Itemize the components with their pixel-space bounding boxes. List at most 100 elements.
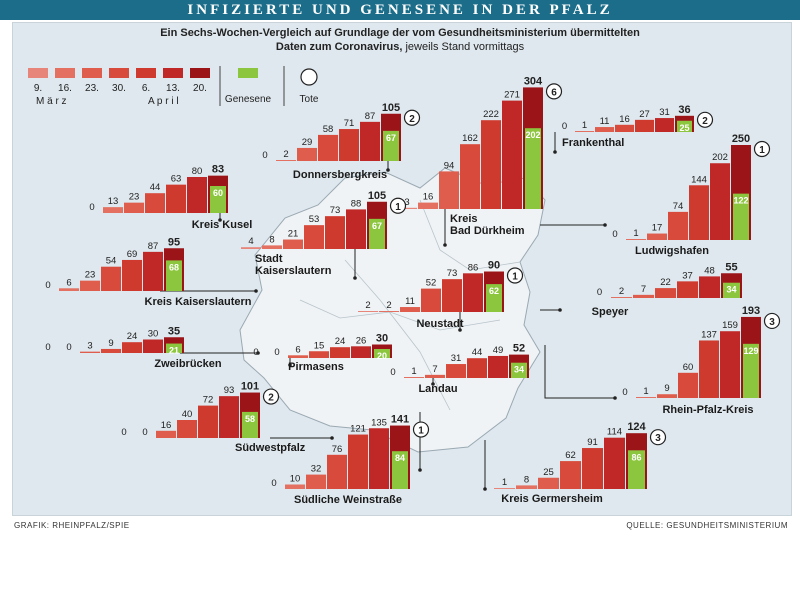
bar-infected bbox=[330, 347, 350, 358]
subtitle-rest: jeweils Stand vormittags bbox=[405, 41, 525, 53]
bar-value-label: 11 bbox=[405, 296, 415, 307]
bar-value-label: 52 bbox=[426, 278, 437, 289]
legend-month-march: M ä r z bbox=[36, 96, 67, 107]
bar-infected bbox=[309, 351, 329, 358]
legend-date-label: 30. bbox=[112, 83, 126, 94]
bar-value-label: 27 bbox=[639, 109, 650, 120]
bar-value-label: 22 bbox=[660, 277, 671, 288]
bar-value-label: 31 bbox=[451, 353, 462, 364]
bar-infected bbox=[668, 211, 688, 240]
bar-value-label: 74 bbox=[673, 201, 684, 212]
bar-infected bbox=[647, 233, 667, 240]
bar-value-label: 105 bbox=[382, 102, 400, 114]
district-name-label: Rhein-Pfalz-Kreis bbox=[662, 404, 753, 416]
bar-value-label: 86 bbox=[468, 262, 479, 273]
legend-deaths-circle bbox=[300, 68, 318, 86]
bar-infected bbox=[677, 281, 698, 298]
bar-value-label: 90 bbox=[488, 260, 500, 272]
recovered-value-label: 34 bbox=[726, 285, 736, 295]
bar-infected bbox=[143, 251, 163, 291]
bar-value-label: 83 bbox=[212, 164, 224, 176]
bar-value-label: 44 bbox=[150, 182, 161, 193]
bar-infected bbox=[156, 430, 176, 438]
bar-value-label: 0 bbox=[66, 342, 71, 353]
bar-value-label: 0 bbox=[89, 202, 94, 213]
map-district-border bbox=[344, 259, 451, 411]
bar-infected bbox=[297, 147, 317, 161]
bar-infected bbox=[488, 355, 508, 378]
bar-value-label: 193 bbox=[742, 305, 760, 317]
bar-value-label: 0 bbox=[262, 150, 267, 161]
subtitle-bold: Ein Sechs-Wochen-Vergleich auf Grundlage… bbox=[160, 27, 640, 53]
bar-infected bbox=[560, 461, 581, 489]
bar-value-label: 0 bbox=[612, 229, 617, 240]
bar-value-label: 7 bbox=[432, 364, 437, 375]
bar-value-label: 0 bbox=[622, 387, 627, 398]
bar-infected bbox=[467, 358, 487, 378]
bar-infected bbox=[318, 134, 338, 161]
recovered-value-label: 60 bbox=[213, 188, 223, 198]
bar-value-label: 26 bbox=[356, 335, 367, 346]
bar-value-label: 141 bbox=[391, 414, 409, 426]
bar-value-label: 159 bbox=[722, 320, 738, 331]
bar-value-label: 3 bbox=[87, 341, 92, 352]
bar-value-label: 16 bbox=[423, 192, 434, 203]
callout-dot bbox=[254, 289, 258, 293]
bar-value-label: 304 bbox=[524, 75, 543, 87]
district-name-label: Donnersbergkreis bbox=[293, 169, 387, 181]
bar-value-label: 55 bbox=[725, 261, 737, 273]
bar-value-label: 80 bbox=[192, 166, 203, 177]
district-name-label: Südwestpfalz bbox=[235, 442, 306, 454]
bar-infected bbox=[442, 279, 462, 312]
callout-dot bbox=[288, 363, 292, 367]
callout-dot bbox=[603, 223, 607, 227]
bar-infected bbox=[463, 273, 483, 312]
bar-infected bbox=[678, 372, 698, 398]
bar-value-label: 0 bbox=[45, 342, 50, 353]
bar-value-label: 121 bbox=[350, 424, 366, 435]
legend-swatch bbox=[190, 68, 210, 78]
bar-infected bbox=[80, 280, 100, 291]
legend-swatch bbox=[55, 68, 75, 78]
deaths-value-label: 6 bbox=[551, 87, 557, 98]
chart-subtitle: Ein Sechs-Wochen-Vergleich auf Grundlage… bbox=[150, 26, 650, 54]
bar-infected bbox=[166, 184, 186, 213]
bar-value-label: 11 bbox=[600, 116, 610, 127]
legend-swatch bbox=[28, 68, 48, 78]
recovered-value-label: 86 bbox=[631, 452, 641, 462]
deaths-circle bbox=[262, 388, 280, 405]
callout-dot bbox=[431, 382, 435, 386]
bar-value-label: 30 bbox=[376, 333, 388, 345]
bar-value-label: 0 bbox=[562, 121, 567, 132]
bar-value-label: 71 bbox=[344, 118, 355, 129]
legend-deaths-label: Tote bbox=[300, 94, 319, 105]
bar-infected bbox=[325, 216, 345, 249]
bar-infected bbox=[595, 127, 614, 132]
bar-value-label: 36 bbox=[678, 104, 690, 116]
bar-value-label: 95 bbox=[168, 236, 180, 248]
bar-value-label: 21 bbox=[288, 229, 299, 240]
bar-value-label: 1 bbox=[633, 228, 638, 239]
callout-dot bbox=[443, 243, 447, 247]
bar-infected bbox=[446, 364, 466, 378]
bar-infected bbox=[124, 202, 144, 213]
bar-infected bbox=[262, 245, 282, 249]
bar-recovered bbox=[369, 218, 385, 249]
deaths-value-label: 2 bbox=[268, 393, 274, 404]
bar-value-label: 9 bbox=[108, 338, 113, 349]
deaths-circle bbox=[649, 429, 667, 446]
bar-value-label: 31 bbox=[659, 107, 670, 118]
bar-value-label: 9 bbox=[664, 383, 669, 394]
bar-value-label: 73 bbox=[330, 205, 341, 216]
bar-value-label: 0 bbox=[121, 427, 126, 438]
callout-dot bbox=[458, 328, 462, 332]
deaths-circle bbox=[763, 312, 781, 330]
bar-recovered bbox=[743, 343, 759, 398]
bar-value-label: 8 bbox=[524, 474, 529, 485]
recovered-value-label: 67 bbox=[386, 133, 396, 143]
bar-value-label: 88 bbox=[351, 198, 362, 209]
deaths-value-label: 1 bbox=[418, 426, 424, 437]
bar-value-label: 94 bbox=[444, 160, 455, 171]
bar-value-label: 4 bbox=[248, 236, 253, 247]
bar-value-label: 202 bbox=[712, 152, 728, 163]
